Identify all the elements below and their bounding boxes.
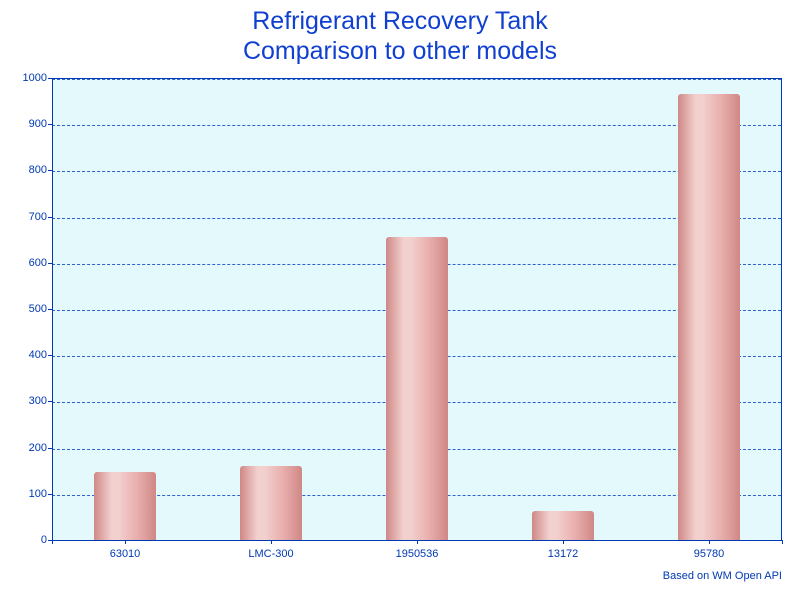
y-axis-label: 100: [3, 488, 47, 500]
x-tick: [709, 540, 710, 544]
x-tick: [125, 540, 126, 544]
y-axis-label: 800: [3, 164, 47, 176]
x-tick: [271, 540, 272, 544]
y-tick: [48, 448, 52, 449]
y-axis: [52, 78, 53, 540]
x-tick: [52, 540, 53, 544]
y-axis-label: 1000: [3, 72, 47, 84]
bar: [240, 466, 302, 540]
y-tick: [48, 309, 52, 310]
bar: [94, 472, 156, 540]
y-axis-label: 500: [3, 303, 47, 315]
bar: [532, 511, 594, 540]
chart-title-line2: Comparison to other models: [243, 37, 557, 65]
y-tick: [48, 401, 52, 402]
x-axis-label: 13172: [548, 548, 579, 560]
x-axis-label: LMC-300: [248, 548, 293, 560]
x-axis-label: 63010: [110, 548, 141, 560]
y-axis-label: 700: [3, 211, 47, 223]
grid-line: [52, 171, 781, 172]
y-axis-label: 0: [3, 534, 47, 546]
x-tick: [417, 540, 418, 544]
grid-line: [52, 79, 781, 80]
y-axis-label: 300: [3, 395, 47, 407]
y-tick: [48, 124, 52, 125]
grid-line: [52, 218, 781, 219]
y-tick: [48, 355, 52, 356]
y-tick: [48, 263, 52, 264]
grid-line: [52, 125, 781, 126]
x-axis-label: 95780: [694, 548, 725, 560]
y-axis-label: 600: [3, 257, 47, 269]
y-axis-label: 400: [3, 349, 47, 361]
x-tick: [563, 540, 564, 544]
y-tick: [48, 170, 52, 171]
x-axis-label: 1950536: [396, 548, 439, 560]
y-tick: [48, 217, 52, 218]
y-tick: [48, 494, 52, 495]
x-tick: [782, 540, 783, 544]
bar: [386, 237, 448, 540]
y-axis-label: 900: [3, 118, 47, 130]
y-tick: [48, 78, 52, 79]
chart-title-line1: Refrigerant Recovery Tank: [252, 7, 548, 35]
y-axis-label: 200: [3, 442, 47, 454]
chart-plot-area: [52, 78, 782, 540]
bar: [678, 94, 740, 540]
chart-footer: Based on WM Open API: [663, 570, 782, 582]
